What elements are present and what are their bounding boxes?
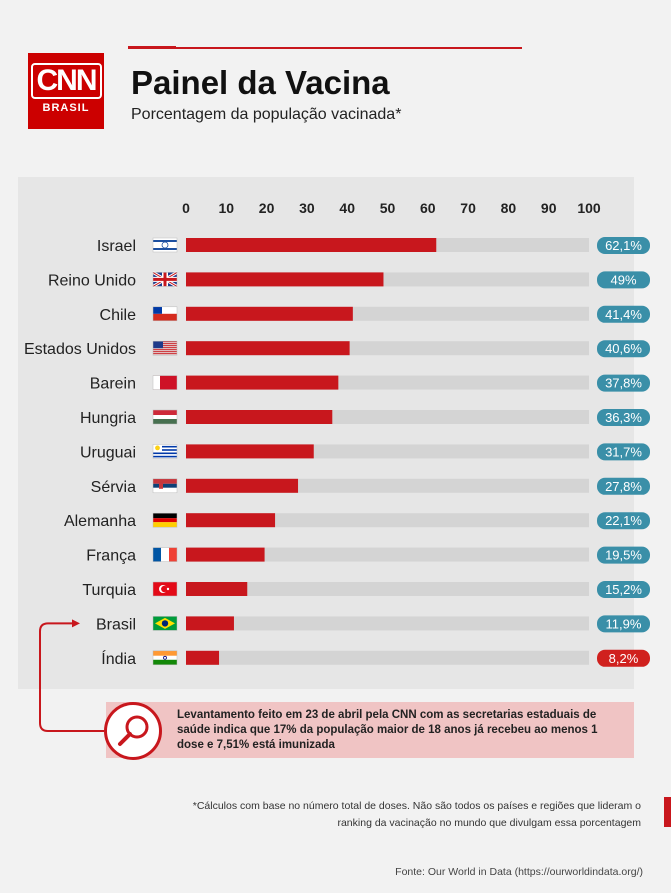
logo-text: CNN xyxy=(30,63,102,99)
category-label: Uruguai xyxy=(80,444,136,461)
france-flag-icon xyxy=(152,547,178,562)
value-pill xyxy=(597,374,650,392)
value-pill xyxy=(597,271,650,289)
india-flag-icon xyxy=(152,650,178,666)
page-title: Painel da Vacina xyxy=(131,64,390,101)
value-pill xyxy=(597,512,650,530)
category-label: Chile xyxy=(100,307,137,324)
value-label: 11,9% xyxy=(606,616,642,631)
pointer-arrow-line xyxy=(39,622,104,732)
value-label: 27,8% xyxy=(605,479,642,494)
value-pill xyxy=(597,237,650,254)
value-label: 31,7% xyxy=(605,444,642,459)
tick-label: 80 xyxy=(501,200,517,216)
note-text: Levantamento feito em 23 de abril pela C… xyxy=(177,709,598,751)
israel-flag-icon xyxy=(152,237,178,253)
value-pill xyxy=(597,615,650,633)
category-label: França xyxy=(86,548,136,565)
logo-sub: BRASIL xyxy=(42,102,90,114)
bar-track xyxy=(186,616,589,631)
magnifier-icon xyxy=(104,702,162,760)
value-label: 49% xyxy=(610,272,636,287)
bar-track xyxy=(186,582,589,596)
bar-10 xyxy=(186,582,248,596)
category-label: Hungria xyxy=(80,410,136,427)
value-label: 40,6% xyxy=(605,341,642,356)
chile-flag-icon xyxy=(152,306,178,322)
value-label: 22,1% xyxy=(605,513,642,528)
bar-3 xyxy=(186,341,350,356)
category-label: Sérvia xyxy=(91,479,136,496)
category-label: Brasil xyxy=(96,616,136,633)
value-label: 62,1% xyxy=(605,238,642,253)
germany-flag-icon xyxy=(152,512,178,528)
bar-6 xyxy=(186,444,314,459)
value-pill xyxy=(597,409,650,426)
value-pill xyxy=(597,649,650,667)
page-subtitle: Porcentagem da população vacinada* xyxy=(131,106,402,123)
header-rule-thick xyxy=(128,46,176,49)
tick-label: 60 xyxy=(420,200,436,216)
bahrain-flag-icon xyxy=(152,375,178,390)
value-pill xyxy=(597,443,650,461)
source-text: Fonte: Our World in Data (https://ourwor… xyxy=(395,866,643,878)
turkey-flag-icon xyxy=(152,581,178,597)
tick-label: 20 xyxy=(259,200,275,216)
tick-label: 10 xyxy=(219,200,235,216)
category-label: Índia xyxy=(101,649,136,668)
value-pill xyxy=(597,581,650,598)
bar-4 xyxy=(186,375,339,390)
tick-label: 90 xyxy=(541,200,557,216)
bar-2 xyxy=(186,306,353,321)
tick-label: 100 xyxy=(577,200,601,216)
bar-track xyxy=(186,650,589,665)
hungary-flag-icon xyxy=(152,409,178,425)
bar-7 xyxy=(186,478,299,493)
tick-label: 40 xyxy=(339,200,355,216)
value-label: 15,2% xyxy=(605,582,642,597)
pointer-arrow-head xyxy=(72,619,80,628)
usa-flag-icon xyxy=(152,340,178,356)
bar-track xyxy=(186,547,589,562)
uruguay-flag-icon xyxy=(152,444,178,459)
tick-label: 30 xyxy=(299,200,315,216)
uk-flag-icon xyxy=(152,271,178,288)
header-rule-thin xyxy=(176,47,522,49)
bar-11 xyxy=(186,616,234,631)
cnn-brasil-logo: CNN BRASIL xyxy=(28,53,104,129)
value-pill xyxy=(597,546,650,564)
footnote-mark xyxy=(664,797,671,827)
chart-panel xyxy=(18,177,634,689)
bar-12 xyxy=(186,650,220,665)
bar-9 xyxy=(186,547,265,562)
serbia-flag-icon xyxy=(152,478,178,494)
value-pill xyxy=(597,305,650,323)
bar-5 xyxy=(186,410,333,424)
value-label: 8,2% xyxy=(609,651,639,666)
bar-8 xyxy=(186,513,276,528)
category-label: Reino Unido xyxy=(48,272,136,289)
value-label: 19,5% xyxy=(605,548,642,563)
value-pill xyxy=(597,340,650,358)
note-box xyxy=(106,702,634,758)
category-label: Alemanha xyxy=(64,513,136,530)
footnote: *Cálculos com base no número total de do… xyxy=(192,800,641,829)
brazil-flag-icon xyxy=(152,616,178,631)
value-label: 36,3% xyxy=(605,410,642,425)
tick-label: 50 xyxy=(380,200,396,216)
tick-label: 0 xyxy=(182,200,190,216)
tick-label: 70 xyxy=(460,200,476,216)
value-label: 37,8% xyxy=(605,376,642,391)
value-pill xyxy=(597,477,650,495)
value-label: 41,4% xyxy=(605,307,642,322)
category-label: Barein xyxy=(90,376,136,393)
bar-1 xyxy=(186,272,384,287)
category-label: Turquia xyxy=(82,582,136,599)
category-label: Israel xyxy=(97,238,136,255)
bar-track xyxy=(186,513,589,528)
bar-0 xyxy=(186,238,437,252)
category-label: Estados Unidos xyxy=(24,341,136,358)
